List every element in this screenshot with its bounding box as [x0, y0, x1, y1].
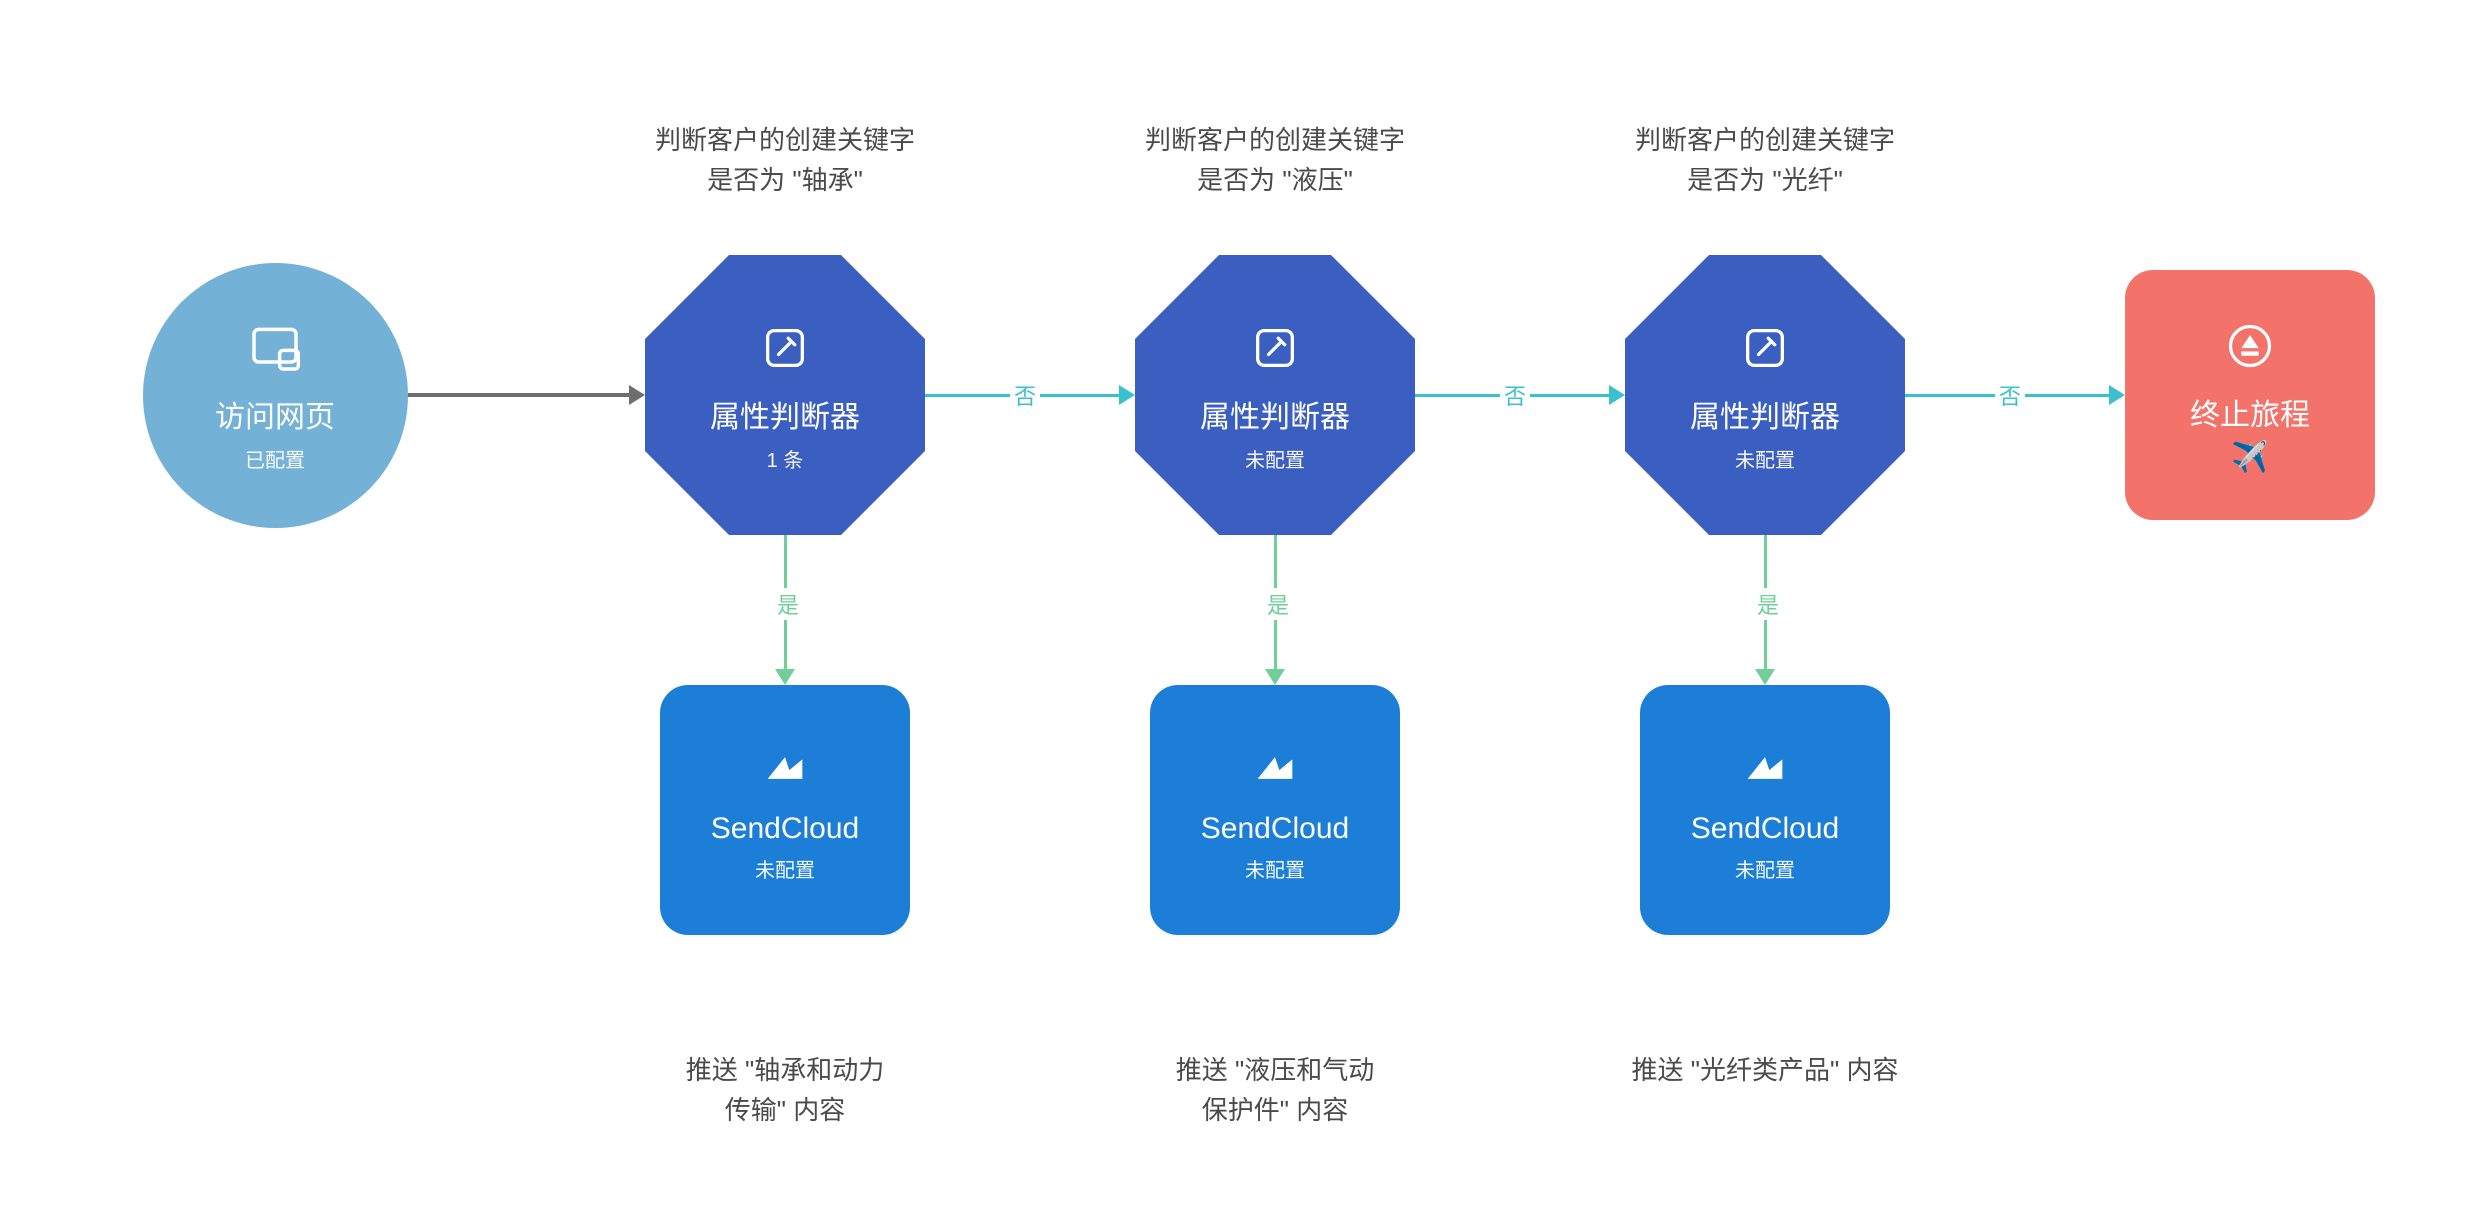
end-title: 终止旅程	[2190, 390, 2310, 434]
judge3-caption-top: 判断客户的创建关键字 是否为 "光纤"	[1600, 120, 1930, 201]
action2-sub: 未配置	[1245, 854, 1305, 883]
judge1-sub: 1 条	[767, 444, 804, 473]
action2-node[interactable]: SendCloud 未配置	[1150, 685, 1400, 935]
eject-icon	[2220, 316, 2280, 376]
arrowhead-icon	[1755, 669, 1775, 685]
action2-caption-bottom: 推送 "液压和气动 保护件" 内容	[1110, 1050, 1440, 1131]
sendcloud-icon	[1735, 738, 1795, 798]
sendcloud-icon	[755, 738, 815, 798]
judge3-title: 属性判断器	[1690, 392, 1840, 436]
edge-label-yes: 是	[1753, 588, 1783, 620]
arrowhead-icon	[1119, 385, 1135, 405]
edge-label-no: 否	[1010, 379, 1040, 411]
judge3-sub: 未配置	[1735, 444, 1795, 473]
arrowhead-icon	[629, 385, 645, 405]
edge-label-yes: 是	[1263, 588, 1293, 620]
arrowhead-icon	[1265, 669, 1285, 685]
sendcloud-icon	[1245, 738, 1305, 798]
judge2-caption-top: 判断客户的创建关键字 是否为 "液压"	[1110, 120, 1440, 201]
action3-sub: 未配置	[1735, 854, 1795, 883]
judge2-sub: 未配置	[1245, 444, 1305, 473]
judge1-node[interactable]: 属性判断器 1 条	[645, 255, 925, 535]
action1-title: SendCloud	[711, 812, 859, 846]
arrowhead-icon	[2109, 385, 2125, 405]
action3-caption-bottom: 推送 "光纤类产品" 内容	[1600, 1050, 1930, 1090]
edit-icon	[755, 318, 815, 378]
start-sub: 已配置	[245, 444, 305, 473]
judge3-node[interactable]: 属性判断器 未配置	[1625, 255, 1905, 535]
edit-icon	[1245, 318, 1305, 378]
action1-caption-bottom: 推送 "轴承和动力 传输" 内容	[620, 1050, 950, 1131]
judge1-caption-top: 判断客户的创建关键字 是否为 "轴承"	[620, 120, 950, 201]
start-title: 访问网页	[215, 392, 335, 436]
judge2-title: 属性判断器	[1200, 392, 1350, 436]
browser-icon	[245, 318, 305, 378]
action3-title: SendCloud	[1691, 812, 1839, 846]
action1-sub: 未配置	[755, 854, 815, 883]
action1-node[interactable]: SendCloud 未配置	[660, 685, 910, 935]
edge-label-no: 否	[1500, 379, 1530, 411]
arrowhead-icon	[775, 669, 795, 685]
end-node[interactable]: 终止旅程 ✈️	[2125, 270, 2375, 520]
action3-node[interactable]: SendCloud 未配置	[1640, 685, 1890, 935]
start-node[interactable]: 访问网页 已配置	[143, 263, 408, 528]
judge2-node[interactable]: 属性判断器 未配置	[1135, 255, 1415, 535]
plane-emoji: ✈️	[2231, 440, 2268, 475]
arrowhead-icon	[1609, 385, 1625, 405]
edge-label-yes: 是	[773, 588, 803, 620]
edge-line	[408, 393, 630, 397]
edit-icon	[1735, 318, 1795, 378]
action2-title: SendCloud	[1201, 812, 1349, 846]
edge-label-no: 否	[1995, 379, 2025, 411]
judge1-title: 属性判断器	[710, 392, 860, 436]
